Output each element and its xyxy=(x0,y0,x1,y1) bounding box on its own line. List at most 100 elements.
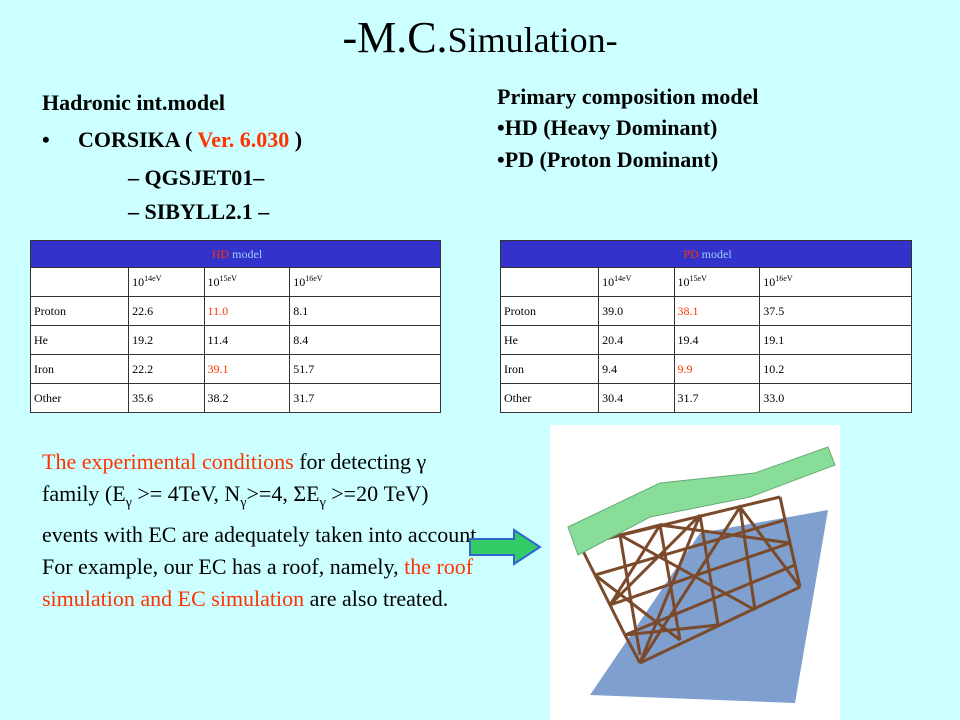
energy-base: 10 xyxy=(207,275,220,289)
energy-exp: 16eV xyxy=(305,274,323,283)
header-row: 1014eV 1015eV 1016eV xyxy=(29,267,441,297)
text: >=4, ΣE xyxy=(246,481,320,506)
text: >= 4TeV, N xyxy=(131,481,241,506)
energy-base: 10 xyxy=(602,275,615,289)
cell: 39.1 xyxy=(203,354,291,384)
cell: 31.7 xyxy=(673,383,761,413)
composition-item: •HD (Heavy Dominant) xyxy=(497,115,718,140)
cell: 39.0 xyxy=(598,296,675,326)
text: The experimental conditions xyxy=(42,449,294,474)
row-label: Proton xyxy=(29,296,130,326)
data-row: Proton 39.0 38.1 37.5 xyxy=(499,296,912,326)
row-label: Iron xyxy=(499,354,600,384)
arrow xyxy=(469,528,542,566)
left-heading: Hadronic int.model xyxy=(42,90,225,115)
text: are also treated. xyxy=(304,586,449,612)
hd-table: HD model 1014eV 1015eV 1016eV Proton 22.6 11.0… xyxy=(29,240,441,413)
cell: 19.2 xyxy=(128,325,205,355)
ec-image xyxy=(550,425,840,720)
lattice xyxy=(578,495,802,665)
corsika-line: CORSIKA ( Ver. 6.030 ) xyxy=(78,127,302,153)
floor xyxy=(590,510,828,703)
cell: 8.4 xyxy=(289,325,441,355)
text: for detecting γ family (E xyxy=(42,449,427,506)
header-cell: 1014eV xyxy=(598,267,675,297)
caption-cell: PD model xyxy=(500,240,912,268)
header-cell: 1016eV xyxy=(759,267,912,297)
cell: 38.2 xyxy=(203,383,291,413)
text: >=20 TeV) events with EC are adequately … xyxy=(42,481,482,580)
data-row: Proton 22.6 11.0 8.1 xyxy=(29,296,441,326)
energy-exp: 14eV xyxy=(144,274,162,283)
row-label: Other xyxy=(29,383,130,413)
cell: 9.9 xyxy=(673,354,761,384)
cell: 10.2 xyxy=(759,354,912,384)
cell: 19.1 xyxy=(759,325,912,355)
cell: 8.1 xyxy=(289,296,441,326)
row-label: Proton xyxy=(499,296,600,326)
roof xyxy=(567,446,836,556)
model-item: – SIBYLL2.1 – xyxy=(128,199,270,224)
row-label: Other xyxy=(499,383,600,413)
energy-exp: 16eV xyxy=(775,274,793,283)
cell: 19.4 xyxy=(673,325,761,355)
caption-name: PD xyxy=(683,246,699,261)
version: Ver. 6.030 xyxy=(197,127,290,152)
caption-cell: HD model xyxy=(30,240,441,268)
header-cell: 1016eV xyxy=(289,267,441,297)
row-label: Iron xyxy=(29,354,130,384)
energy-exp: 15eV xyxy=(219,274,237,283)
arrow-shape xyxy=(469,528,542,566)
cell: 35.6 xyxy=(128,383,205,413)
pd-table: PD model 1014eV 1015eV 1016eV Proton 39.0 38.1… xyxy=(499,240,912,413)
energy-base: 10 xyxy=(132,275,145,289)
subscript: γ xyxy=(125,495,132,511)
data-row: He 20.4 19.4 19.1 xyxy=(499,325,912,355)
cell: 22.2 xyxy=(128,354,205,384)
cell: 37.5 xyxy=(759,296,912,326)
paragraph: The experimental conditions for detectin… xyxy=(42,446,482,615)
title-rest: Simulation- xyxy=(447,20,618,60)
cell: 11.0 xyxy=(203,296,291,326)
header-cell: 1015eV xyxy=(673,267,761,297)
cell: 20.4 xyxy=(598,325,675,355)
cell: 11.4 xyxy=(203,325,291,355)
right-heading: Primary composition model xyxy=(497,84,759,109)
caption-row: PD model xyxy=(500,240,912,268)
energy-base: 10 xyxy=(293,275,306,289)
caption-text: model xyxy=(701,246,732,261)
text: ) xyxy=(289,127,303,152)
model-item: – QGSJET01– xyxy=(128,165,265,190)
header-cell xyxy=(29,267,130,297)
data-row: Iron 22.2 39.1 51.7 xyxy=(29,354,441,384)
data-row: Other 30.4 31.7 33.0 xyxy=(499,383,912,413)
composition-item: •PD (Proton Dominant) xyxy=(497,147,719,172)
energy-base: 10 xyxy=(763,275,776,289)
caption-text: model xyxy=(232,246,263,261)
cell: 51.7 xyxy=(289,354,441,384)
data-row: Iron 9.4 9.9 10.2 xyxy=(499,354,912,384)
title-lead: -M.C. xyxy=(342,13,448,62)
header-row: 1014eV 1015eV 1016eV xyxy=(499,267,912,297)
cell: 22.6 xyxy=(128,296,205,326)
energy-exp: 14eV xyxy=(614,274,632,283)
text: CORSIKA ( xyxy=(78,127,198,152)
cell: 30.4 xyxy=(598,383,675,413)
cell: 9.4 xyxy=(598,354,675,384)
cell: 38.1 xyxy=(673,296,761,326)
subscript: γ xyxy=(240,495,247,511)
data-row: Other 35.6 38.2 31.7 xyxy=(29,383,441,413)
energy-base: 10 xyxy=(677,275,690,289)
header-cell: 1015eV xyxy=(203,267,291,297)
caption-name: HD xyxy=(211,246,230,261)
cell: 33.0 xyxy=(759,383,912,413)
header-cell: 1014eV xyxy=(128,267,205,297)
energy-exp: 15eV xyxy=(689,274,707,283)
data-row: He 19.2 11.4 8.4 xyxy=(29,325,441,355)
subscript: γ xyxy=(319,495,326,511)
header-cell xyxy=(499,267,600,297)
row-label: He xyxy=(499,325,600,355)
slide-title: -M.C.Simulation- xyxy=(0,12,960,63)
cell: 31.7 xyxy=(289,383,441,413)
